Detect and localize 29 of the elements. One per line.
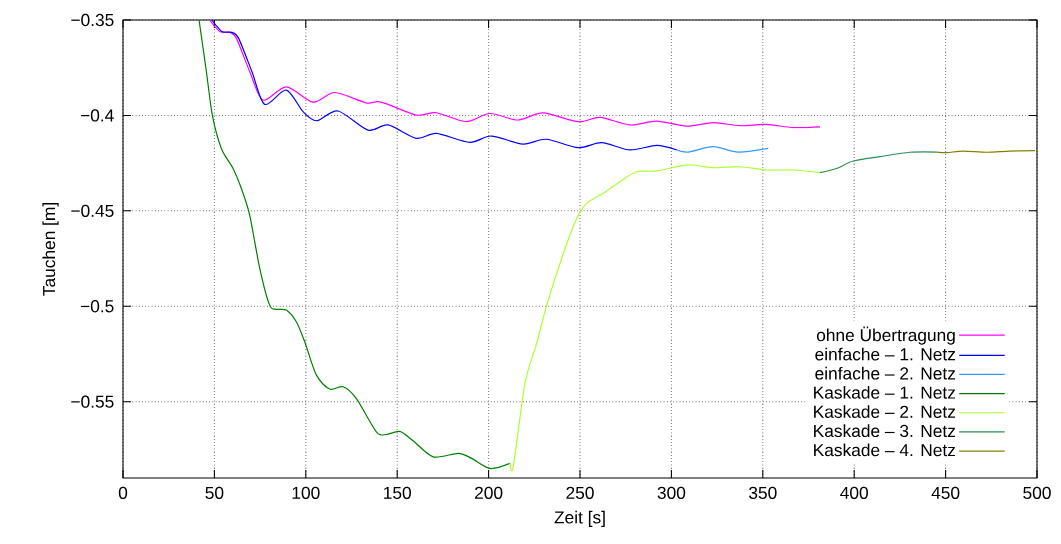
- y-tick-label: −0.5: [80, 300, 114, 313]
- x-tick-label: 150: [384, 486, 411, 499]
- x-tick-label: 0: [118, 486, 128, 499]
- legend-label: Kaskade – 2. Netz: [814, 405, 956, 418]
- line-series: [198, 20, 511, 470]
- x-tick-label: 200: [475, 486, 503, 499]
- x-tick-label: 50: [205, 486, 224, 499]
- line-series: [819, 151, 938, 174]
- x-tick-label: 500: [1023, 486, 1051, 499]
- legend-label: Kaskade – 3. Netz: [814, 424, 956, 438]
- y-axis-title: Tauchen [m]: [42, 203, 59, 296]
- legend-label: einfache – 1. Netz: [815, 347, 956, 361]
- y-tick-label: −0.45: [71, 204, 114, 217]
- x-axis-title: Zeit [s]: [554, 510, 605, 527]
- x-tick-label: 400: [840, 486, 868, 499]
- legend-label: einfache – 2. Netz: [815, 366, 956, 380]
- legend-label: Kaskade – 1. Netz: [814, 386, 956, 399]
- x-tick-label: 350: [749, 486, 777, 499]
- x-tick-label: 100: [292, 486, 320, 499]
- y-tick-label: −0.55: [71, 395, 114, 408]
- line-series: [209, 20, 821, 129]
- x-tick-label: 450: [931, 486, 960, 499]
- x-tick-label: 300: [657, 486, 686, 499]
- y-tick-label: −0.35: [71, 13, 114, 27]
- y-tick-label: −0.4: [80, 109, 114, 122]
- x-tick-label: 250: [566, 486, 594, 499]
- legend-label: Kaskade – 4. Netz: [814, 443, 956, 457]
- line-series: [211, 20, 678, 151]
- legend-label: ohne Übertragung: [816, 326, 955, 345]
